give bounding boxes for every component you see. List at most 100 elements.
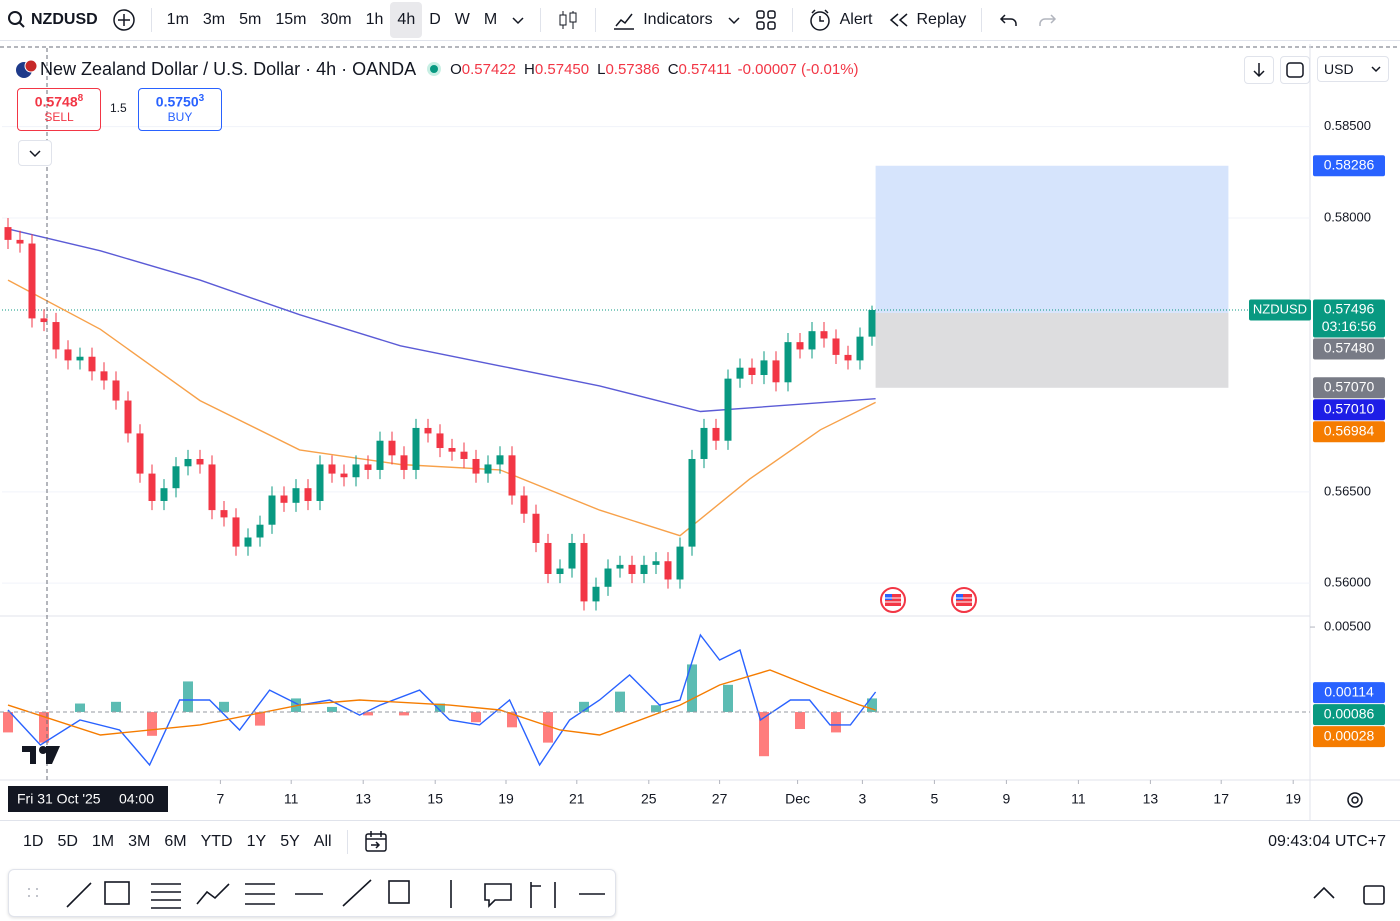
- panel-toggle[interactable]: [1310, 880, 1390, 915]
- projection-tool[interactable]: [245, 883, 275, 905]
- ray-tool[interactable]: [342, 879, 372, 907]
- indicators-menu[interactable]: [720, 2, 748, 38]
- candle-body: [292, 488, 300, 503]
- interval-button[interactable]: 30m: [320, 11, 352, 28]
- auto-scale[interactable]: [1280, 56, 1310, 84]
- candle-body: [184, 458, 192, 467]
- macd-histogram-bar: [255, 712, 265, 726]
- range-button[interactable]: 5Y: [280, 833, 300, 850]
- event-icon[interactable]: [951, 587, 977, 613]
- x-tick-label: 5: [931, 791, 939, 807]
- price-label-text: 0.56984: [1324, 422, 1375, 438]
- candle-body: [688, 458, 696, 547]
- event-icon[interactable]: [880, 587, 906, 613]
- plot-area: 0.58500 0.58000 0.56500 0.56000 0.00500 7 11 13…: [2, 118, 1385, 807]
- rectangle-tool[interactable]: [104, 881, 130, 905]
- sell-pip: 8: [77, 93, 84, 104]
- arrow-icon: [1253, 63, 1265, 78]
- price-label-text: 0.57480: [1324, 340, 1375, 356]
- candle-body: [304, 488, 312, 501]
- separator: [981, 8, 983, 32]
- interval-button[interactable]: D: [429, 11, 441, 28]
- countdown: 03:16:56: [1322, 318, 1377, 334]
- drawing-tools: [28, 879, 605, 909]
- buy-button[interactable]: 0.57503 BUY: [138, 88, 222, 131]
- alert-button[interactable]: Alert: [801, 2, 880, 38]
- candle-body: [244, 537, 252, 547]
- ohlc-key: L: [597, 60, 606, 78]
- chart-type[interactable]: [549, 2, 587, 38]
- range-button[interactable]: 5D: [57, 833, 78, 850]
- range-button[interactable]: 3M: [128, 833, 151, 850]
- indicators-button[interactable]: Indicators: [604, 2, 719, 38]
- undo-button[interactable]: [990, 2, 1028, 38]
- price-label: [1313, 155, 1385, 177]
- ohlc-item: C0.57411: [668, 61, 732, 78]
- candle-body: [616, 564, 624, 569]
- interval-button[interactable]: 5m: [239, 11, 262, 28]
- position-tool[interactable]: [388, 880, 410, 904]
- candle-body: [748, 367, 756, 375]
- interval-button[interactable]: 4h: [390, 2, 423, 38]
- range-button[interactable]: YTD: [200, 833, 233, 850]
- candle-body: [772, 360, 780, 383]
- ohlc-key: C: [667, 60, 679, 78]
- candle-body: [628, 564, 636, 575]
- compare-button[interactable]: [105, 2, 143, 38]
- fib-tool[interactable]: [151, 883, 181, 909]
- comment-tool[interactable]: [484, 883, 512, 908]
- candle-body: [424, 427, 432, 434]
- measure-tool[interactable]: [530, 882, 556, 908]
- change: -0.00007 (-0.01%): [737, 60, 859, 78]
- x-tick-label: 19: [1285, 791, 1301, 807]
- crosshair-time: 04:00: [119, 791, 154, 807]
- replay-label: Replay: [916, 11, 967, 28]
- bottom-toolbar: 1D 5D 1M 3M 6M YTD 1Y 5Y All 09:43:04 UTC+7: [0, 820, 1400, 863]
- separator: [150, 8, 152, 32]
- interval-button[interactable]: 1m: [166, 11, 189, 28]
- candle-body: [412, 427, 420, 470]
- pattern-tool[interactable]: [196, 883, 230, 905]
- candle-body: [40, 318, 48, 323]
- sell-button[interactable]: 0.57488 SELL: [17, 88, 101, 131]
- x-tick-label: 7: [217, 791, 225, 807]
- interval-button[interactable]: W: [454, 11, 470, 28]
- layouts-button[interactable]: [748, 2, 784, 38]
- replay-button[interactable]: Replay: [880, 2, 974, 38]
- macd-histogram-bar: [867, 698, 877, 713]
- macd-histogram-bar: [39, 712, 49, 743]
- candle-body: [388, 440, 396, 456]
- interval-button[interactable]: 15m: [275, 11, 307, 28]
- candle-body: [172, 466, 180, 489]
- ohlc-item: H0.57450: [524, 61, 589, 78]
- interval-menu[interactable]: [504, 2, 532, 38]
- range-button[interactable]: 6M: [164, 833, 187, 850]
- collapse-legend[interactable]: [18, 140, 52, 166]
- range-button[interactable]: 1D: [23, 833, 44, 850]
- ohlc-item: O0.57422: [450, 61, 516, 78]
- macd-histogram-bar: [759, 712, 769, 757]
- range-button[interactable]: 1M: [91, 833, 115, 850]
- price-label: [1313, 421, 1385, 443]
- macd-histogram-bar: [507, 712, 517, 728]
- settings-icon[interactable]: [1347, 792, 1363, 808]
- symbol-label-text: NZDUSD: [1253, 301, 1307, 316]
- candle-body: [820, 331, 828, 339]
- panel-icons: [1313, 885, 1385, 905]
- redo-button[interactable]: [1028, 2, 1066, 38]
- range-button[interactable]: 1Y: [246, 833, 267, 850]
- symbol-label: [1249, 299, 1311, 321]
- candle-body: [544, 542, 552, 575]
- scroll-down[interactable]: [1244, 56, 1274, 84]
- spread: 1.5: [110, 101, 127, 115]
- range-button[interactable]: All: [313, 833, 332, 850]
- interval-button[interactable]: 3m: [202, 11, 226, 28]
- symbol-search[interactable]: NZDUSD: [0, 2, 105, 38]
- goto-date[interactable]: [356, 824, 396, 860]
- interval-button[interactable]: 1h: [365, 11, 384, 28]
- currency-select[interactable]: USD: [1317, 56, 1389, 82]
- trend-line-tool[interactable]: [66, 882, 92, 908]
- interval-button[interactable]: M: [483, 11, 498, 28]
- candle-body: [472, 458, 480, 474]
